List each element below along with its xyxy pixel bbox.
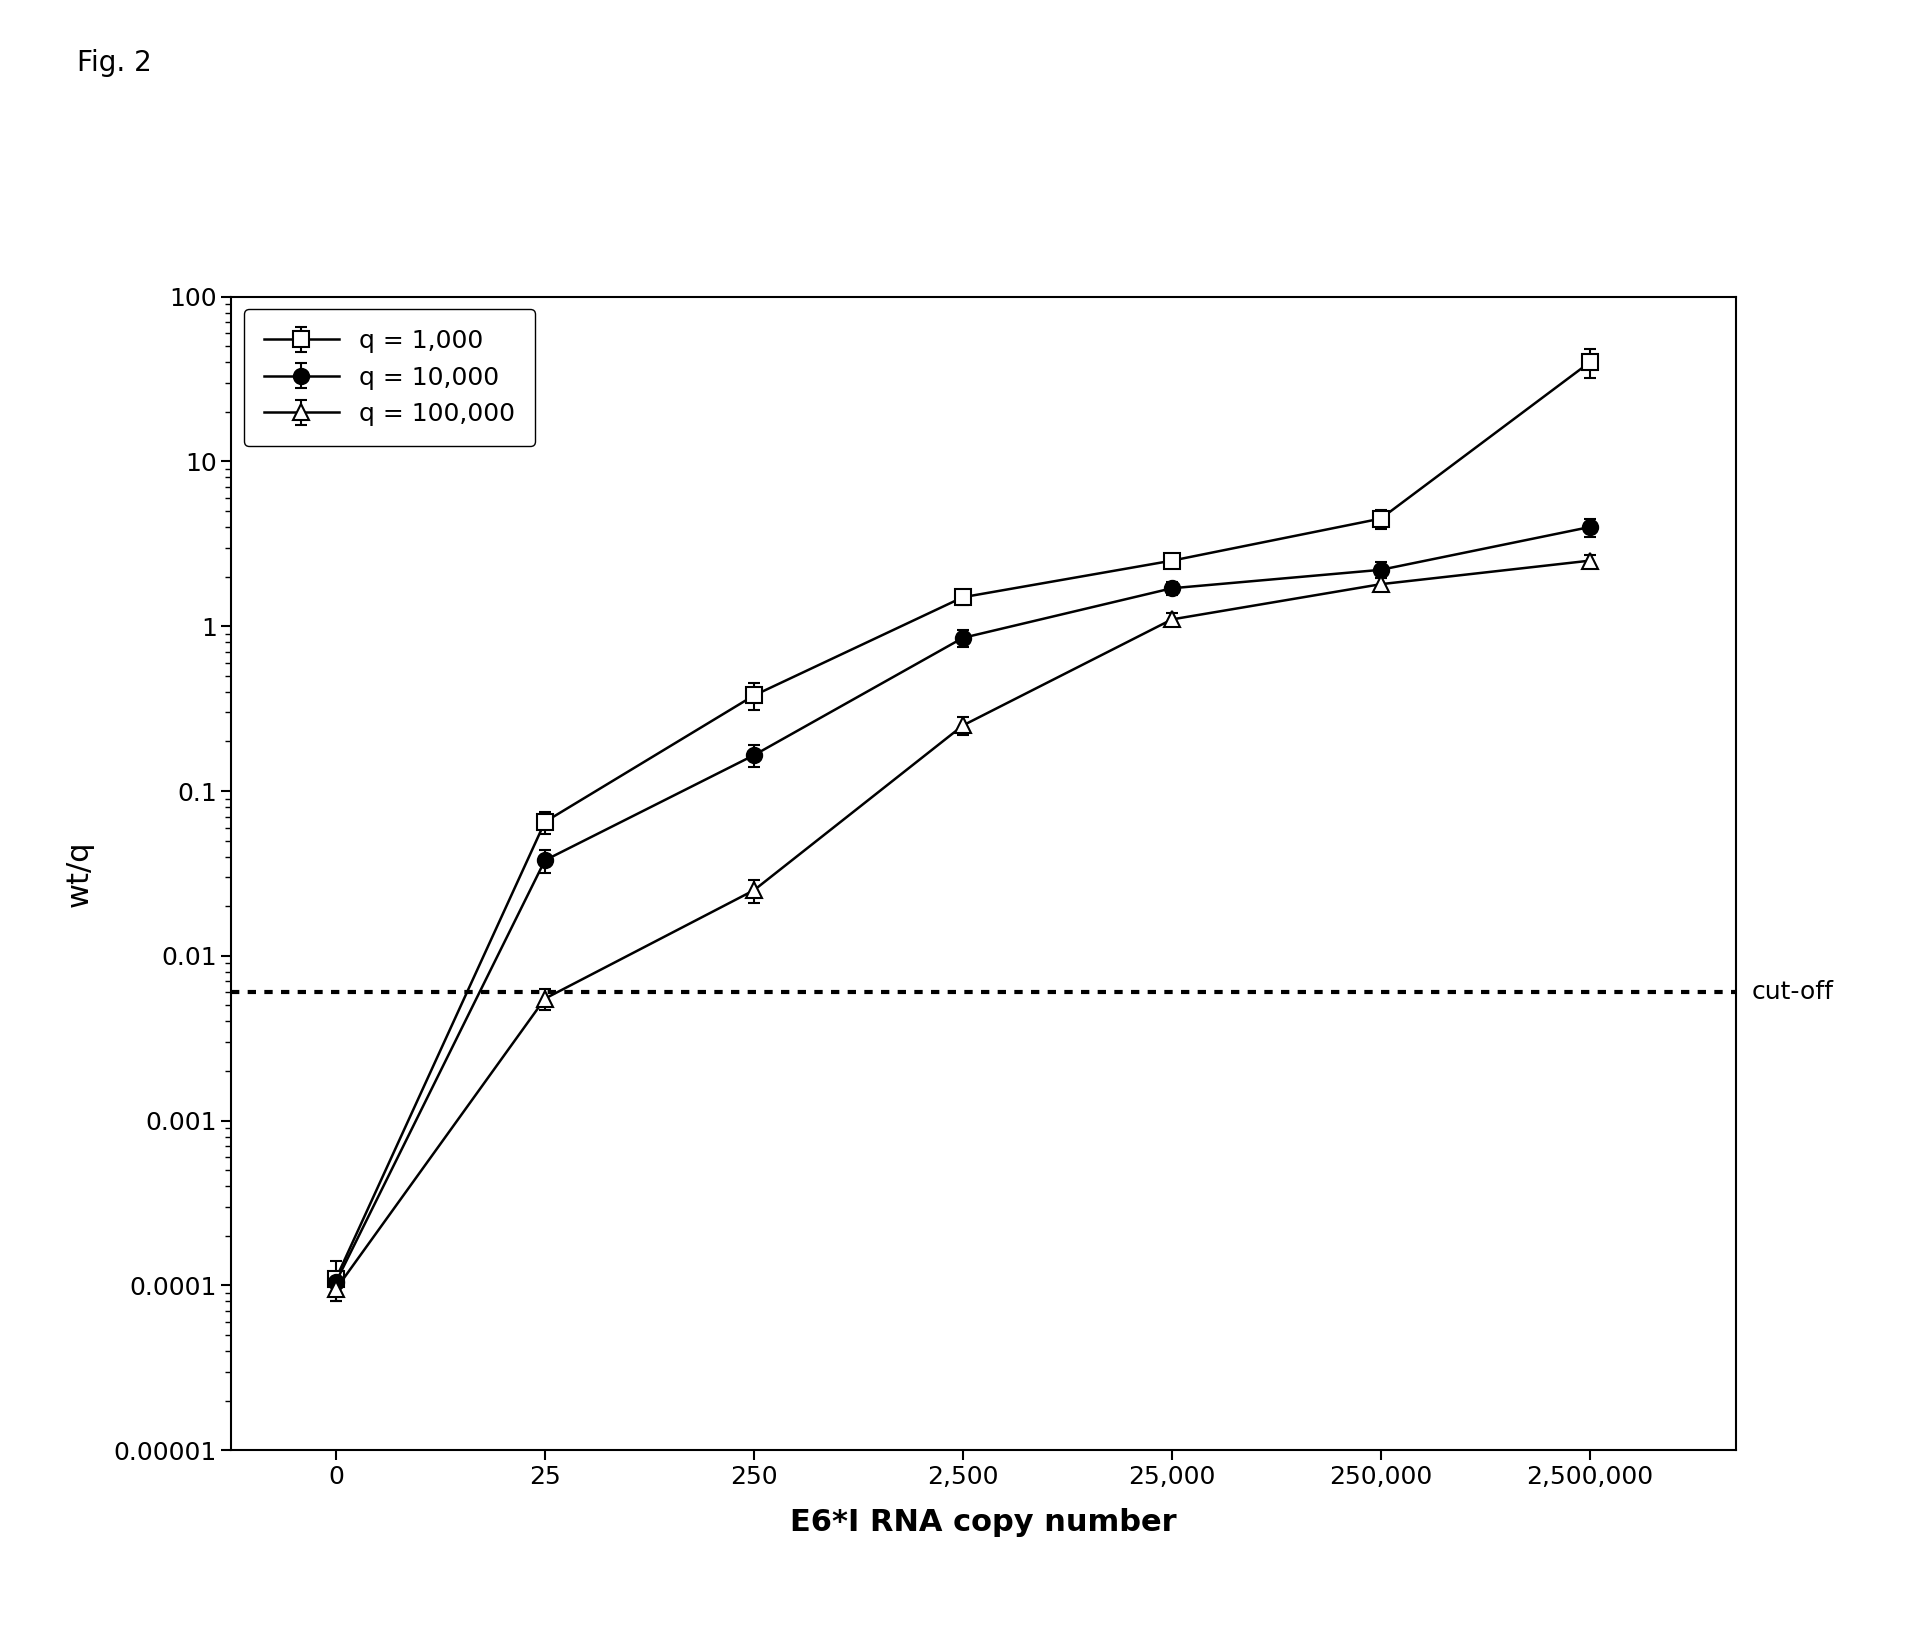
Y-axis label: wt/q: wt/q xyxy=(66,840,95,906)
Text: cut-off: cut-off xyxy=(1752,981,1833,1004)
Text: Fig. 2: Fig. 2 xyxy=(77,49,152,77)
Legend: q = 1,000, q = 10,000, q = 100,000: q = 1,000, q = 10,000, q = 100,000 xyxy=(243,310,534,447)
X-axis label: E6*I RNA copy number: E6*I RNA copy number xyxy=(791,1508,1177,1538)
